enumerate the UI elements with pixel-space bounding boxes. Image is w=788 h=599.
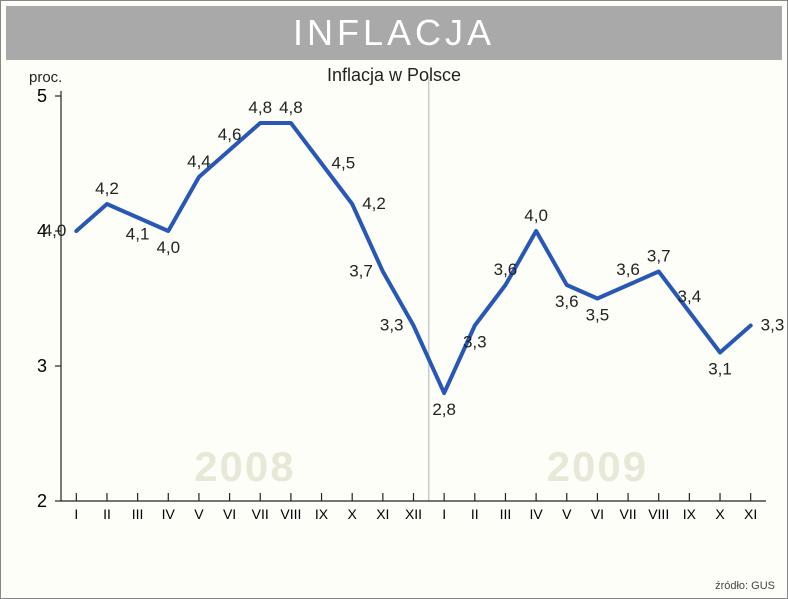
plot-area: 200820092345IIIIIIIVVVIVIIVIIIIXXXIXIIII…	[46, 96, 771, 531]
x-tick-label: III	[500, 506, 512, 522]
x-tick-label: XI	[744, 506, 757, 522]
data-label: 4,2	[362, 194, 386, 213]
data-label: 4,2	[95, 179, 119, 198]
x-tick-label: IX	[315, 506, 329, 522]
x-tick-label: V	[194, 506, 204, 522]
data-label: 3,5	[586, 306, 610, 325]
data-label: 4,8	[279, 98, 303, 117]
x-tick-label: I	[74, 506, 78, 522]
data-label: 3,7	[349, 262, 373, 281]
data-label: 3,6	[555, 292, 579, 311]
data-label: 4,0	[43, 221, 67, 240]
chart-title: INFLACJA	[6, 6, 782, 60]
data-label: 4,1	[126, 225, 150, 244]
x-tick-label: IV	[529, 506, 543, 522]
x-tick-label: V	[562, 506, 572, 522]
x-tick-label: VII	[620, 506, 637, 522]
year-label: 2008	[194, 443, 295, 490]
x-tick-label: X	[348, 506, 358, 522]
source-label: źródło: GUS	[715, 580, 775, 592]
data-label: 4,8	[248, 98, 272, 117]
x-tick-label: VI	[591, 506, 604, 522]
y-tick-label: 5	[37, 86, 47, 106]
year-label: 2009	[547, 443, 648, 490]
data-label: 4,4	[187, 152, 211, 171]
x-tick-label: VII	[252, 506, 269, 522]
data-label: 3,3	[761, 316, 785, 335]
x-tick-label: VIII	[648, 506, 669, 522]
x-tick-label: XII	[405, 506, 422, 522]
data-label: 3,3	[463, 333, 487, 352]
data-label: 4,5	[332, 154, 356, 173]
chart-subtitle: Inflacja w Polsce	[1, 65, 787, 86]
y-axis-label: proc.	[29, 69, 62, 86]
data-label: 3,6	[494, 260, 518, 279]
x-tick-label: II	[471, 506, 479, 522]
data-label: 3,4	[678, 287, 702, 306]
line-chart-svg: 200820092345IIIIIIIVVVIVIIVIIIIXXXIXIIII…	[46, 96, 771, 531]
y-tick-label: 3	[37, 356, 47, 376]
data-label: 3,1	[708, 360, 732, 379]
x-tick-label: X	[715, 506, 725, 522]
x-tick-label: VIII	[280, 506, 301, 522]
x-tick-label: I	[442, 506, 446, 522]
y-tick-label: 2	[37, 491, 47, 511]
data-label: 4,0	[524, 206, 548, 225]
data-label: 4,0	[156, 238, 180, 257]
data-label: 2,8	[432, 400, 456, 419]
x-tick-label: XI	[376, 506, 389, 522]
data-label: 4,6	[218, 125, 242, 144]
data-label: 3,6	[616, 260, 640, 279]
x-tick-label: VI	[223, 506, 236, 522]
x-tick-label: IX	[683, 506, 697, 522]
x-tick-label: IV	[162, 506, 176, 522]
x-tick-label: II	[103, 506, 111, 522]
data-label: 3,7	[647, 247, 671, 266]
data-label: 3,3	[380, 316, 404, 335]
x-tick-label: III	[132, 506, 144, 522]
chart-container: INFLACJA Inflacja w Polsce proc. 2008 200…	[0, 0, 788, 599]
